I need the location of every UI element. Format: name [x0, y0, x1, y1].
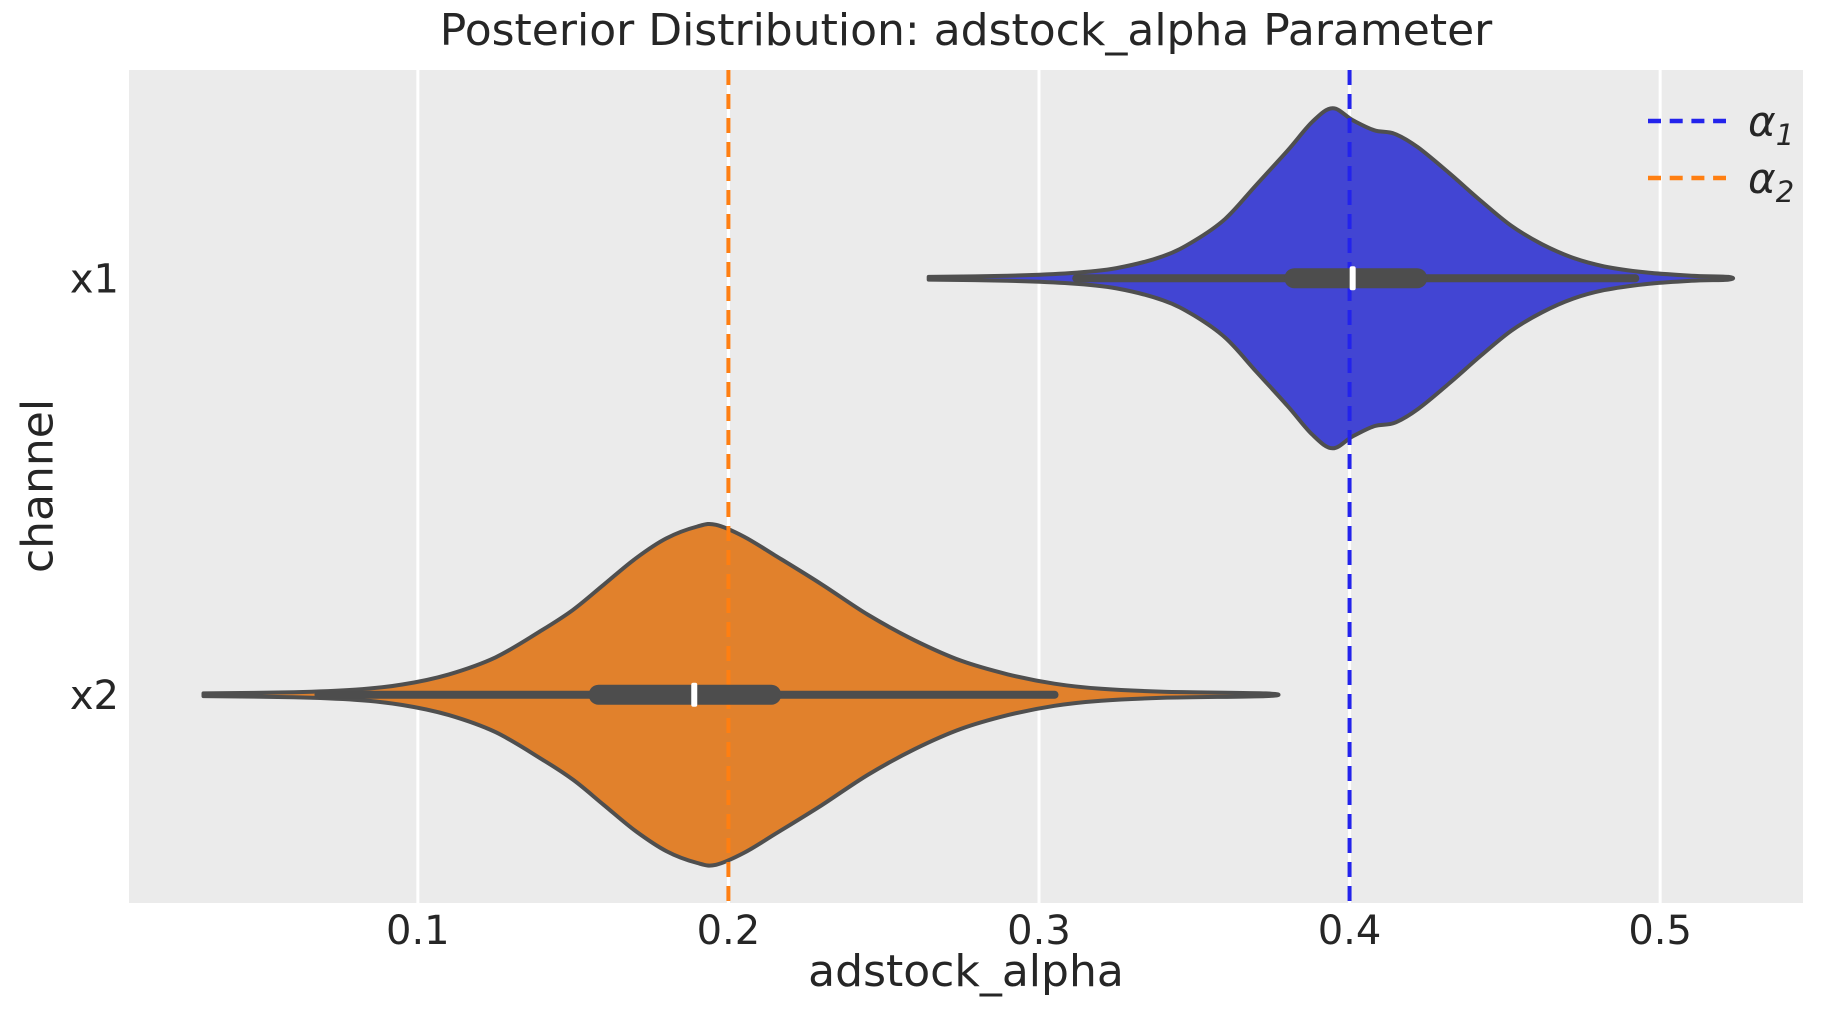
chart-title: Posterior Distribution: adstock_alpha Pa… [439, 5, 1493, 56]
x-tick-label-0.1: 0.1 [386, 908, 450, 954]
median-tick-x1 [1349, 266, 1356, 291]
x-tick-label-0.3: 0.3 [1007, 908, 1071, 954]
y-tick-label-x1: x1 [70, 256, 119, 302]
x-axis-label: adstock_alpha [808, 946, 1124, 997]
y-tick-labels: x1 x2 [70, 256, 119, 719]
legend-label-2: α2 [1748, 154, 1794, 209]
iqr-box-x2 [588, 684, 782, 705]
x-tick-label-0.5: 0.5 [1628, 908, 1692, 954]
legend-label-1: α1 [1748, 97, 1794, 152]
y-tick-label-x2: x2 [70, 673, 119, 719]
x-tick-label-0.4: 0.4 [1318, 908, 1382, 954]
inner-box-x1 [1072, 266, 1640, 291]
x-tick-label-0.2: 0.2 [697, 908, 761, 954]
x-tick-labels: 0.1 0.2 0.3 0.4 0.5 [386, 908, 1692, 954]
reference-lines [726, 70, 1352, 903]
iqr-box-x1 [1284, 268, 1428, 289]
inner-box-x2 [314, 682, 1059, 707]
y-axis-label: channel [12, 398, 64, 574]
median-tick-x2 [691, 682, 698, 707]
plot-area-background [129, 70, 1803, 903]
